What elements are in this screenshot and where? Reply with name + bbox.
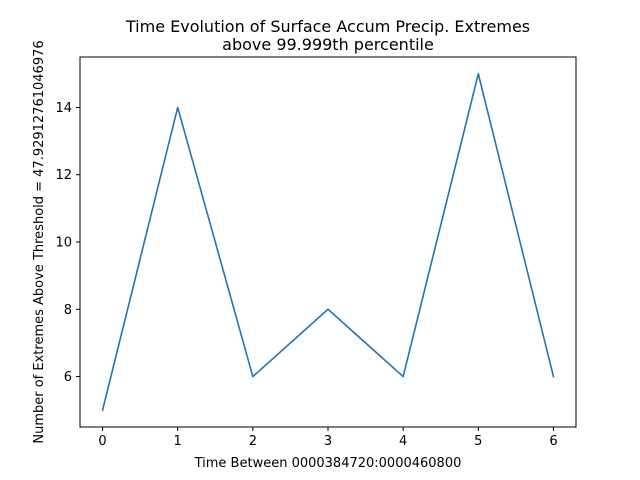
data-point-0-5 xyxy=(478,73,480,75)
chart-title-line-1: Time Evolution of Surface Accum Precip. … xyxy=(125,17,530,36)
data-point-0-4 xyxy=(402,376,404,378)
y-tick-label-3: 12 xyxy=(55,168,72,183)
x-tick-label-6: 6 xyxy=(549,434,557,449)
series-line-0 xyxy=(101,73,555,412)
data-point-0-2 xyxy=(252,376,254,378)
x-tick-label-1: 1 xyxy=(174,434,182,449)
x-axis-label: Time Between 0000384720:0000460800 xyxy=(194,456,462,471)
x-tick-label-2: 2 xyxy=(249,434,257,449)
y-tick-label-1: 8 xyxy=(64,303,72,318)
x-tick-label-5: 5 xyxy=(474,434,482,449)
data-point-0-0 xyxy=(102,409,104,411)
x-tick-label-0: 0 xyxy=(98,434,106,449)
x-tick-label-4: 4 xyxy=(399,434,407,449)
y-tick-label-2: 10 xyxy=(55,236,72,251)
plot-frame xyxy=(79,56,577,428)
y-axis-label: Number of Extremes Above Threshold = 47.… xyxy=(32,40,47,443)
y-tick-label-0: 6 xyxy=(64,370,72,385)
data-point-0-1 xyxy=(177,107,179,109)
y-tick-label-4: 14 xyxy=(55,101,72,116)
data-point-0-3 xyxy=(327,308,329,310)
chart-title-line-2: above 99.999th percentile xyxy=(222,35,434,54)
data-point-0-6 xyxy=(553,376,555,378)
x-tick-label-3: 3 xyxy=(324,434,332,449)
